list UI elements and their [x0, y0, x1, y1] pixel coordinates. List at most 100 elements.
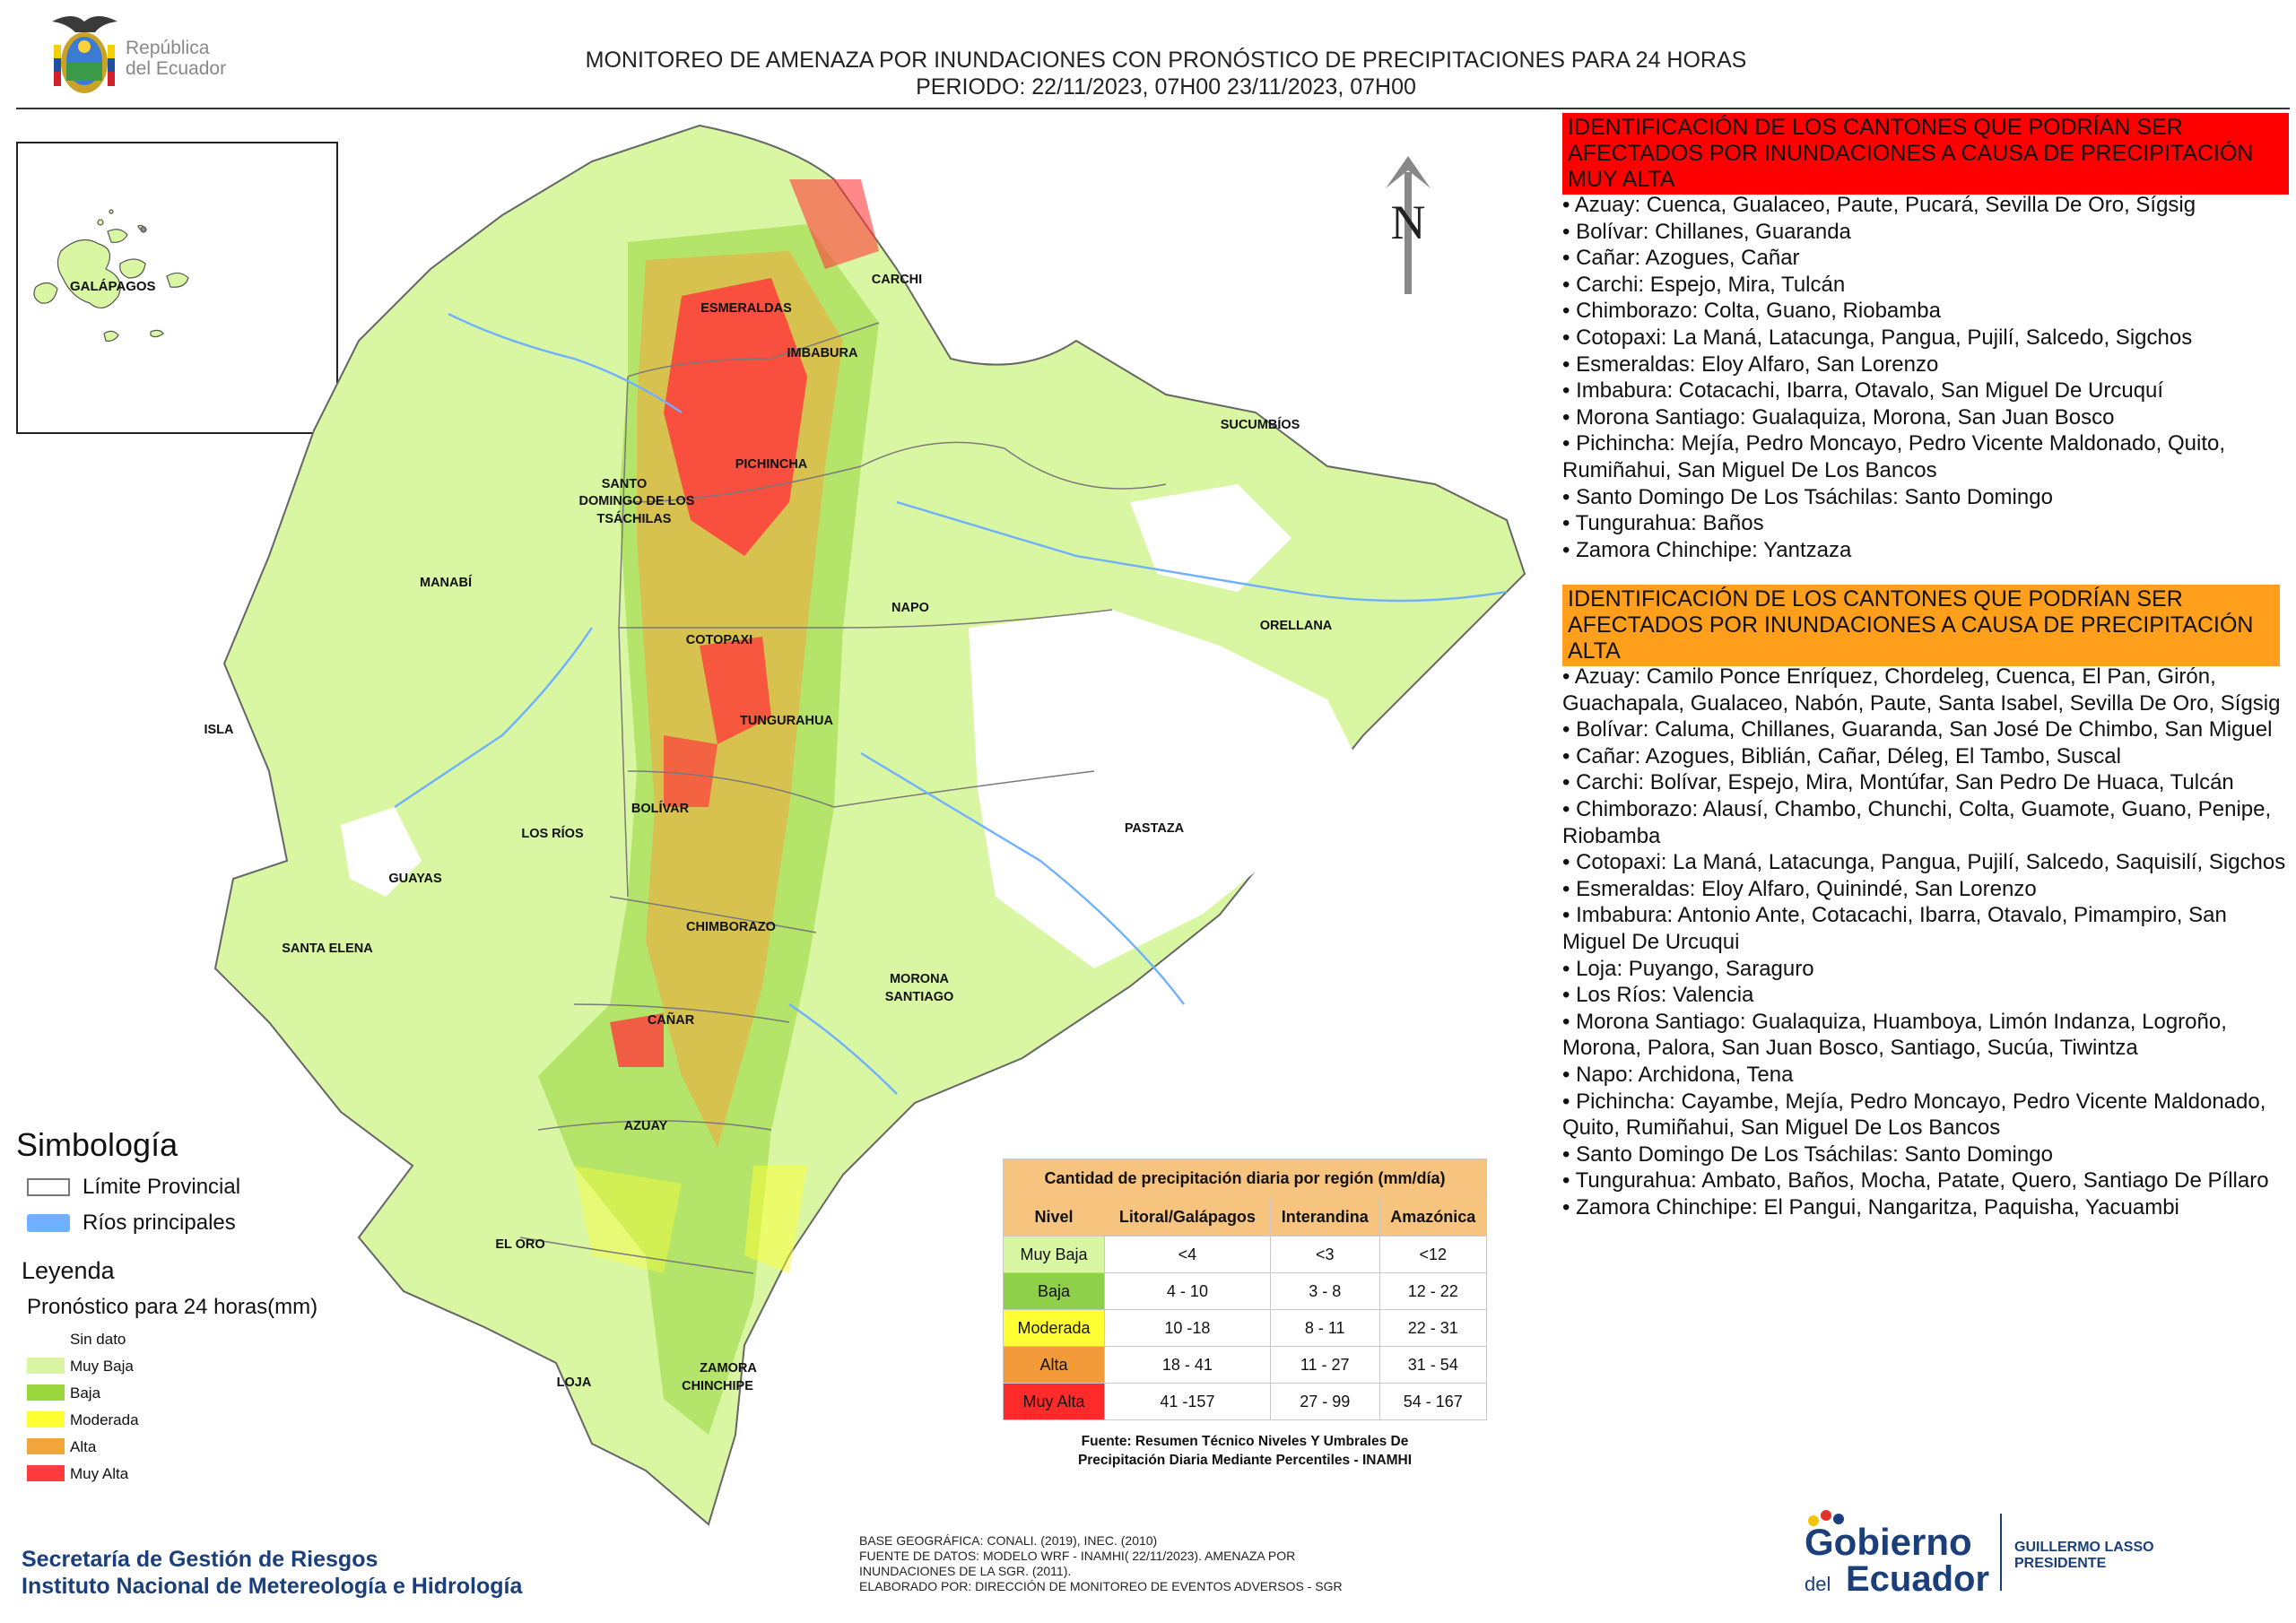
list-item: • Tungurahua: Ambato, Baños, Mocha, Pata… [1562, 1168, 2269, 1193]
san-cristobal-island [166, 272, 189, 288]
river-guayas [394, 627, 593, 808]
gobierno-logo-icon [1808, 1510, 1844, 1526]
map-title-line1: MONITOREO DE AMENAZA POR INUNDACIONES CO… [585, 48, 1747, 73]
list-item: • Napo: Archidona, Tena [1562, 1062, 1794, 1087]
very-high-core-bolivar [664, 735, 718, 807]
isabela-island [57, 239, 121, 309]
list-item: • Chimborazo: Alausí, Chambo, Chunchi, C… [1562, 796, 2272, 848]
legend-label-muy-alta: Muy Alta [70, 1465, 129, 1482]
brand-line2: del Ecuador [126, 58, 226, 79]
list-item: • Cañar: Azogues, Biblián, Cañar, Déleg,… [1562, 743, 2121, 768]
list-item: • Azuay: Camilo Ponce Enríquez, Chordele… [1562, 664, 2281, 716]
table-header: Amazónica [1378, 1197, 1488, 1237]
table-title: Cantidad de precipitación diaria por reg… [1003, 1159, 1487, 1198]
table-source-line1: Fuente: Resumen Técnico Niveles Y Umbral… [1081, 1434, 1409, 1449]
table-level-cell: Baja [1003, 1272, 1105, 1310]
espanola-island [150, 329, 164, 338]
list-item: • Pichincha: Mejía, Pedro Moncayo, Pedro… [1562, 431, 2226, 482]
floreana-island [103, 330, 119, 342]
list-item: • Cotopaxi: La Maná, Latacunga, Pangua, … [1562, 325, 2193, 350]
forecast-title: Pronóstico para 24 horas(mm) [27, 1295, 318, 1319]
label-napo: NAPO [891, 601, 929, 615]
table-row: Moderada 10 -18 8 - 11 22 - 31 [1003, 1309, 1488, 1347]
rivers-swatch [27, 1214, 70, 1232]
list-item: • Esmeraldas: Eloy Alfaro, San Lorenzo [1562, 352, 1939, 377]
gob-line2: del [1805, 1573, 1831, 1595]
label-tungurahua: TUNGURAHUA [740, 714, 833, 728]
list-item: • Azuay: Cuenca, Gualaceo, Paute, Pucará… [1562, 193, 2196, 217]
legend-title: Leyenda [22, 1257, 115, 1284]
table-level-cell: Muy Alta [1003, 1383, 1105, 1420]
table-cell: 12 - 22 [1378, 1272, 1488, 1310]
galapagos-inset-map: GALÁPAGOS [16, 142, 338, 434]
legend-label-muy-baja: Muy Baja [70, 1358, 134, 1375]
label-carchi: CARCHI [872, 273, 922, 287]
label-orellana: ORELLANA [1260, 619, 1333, 633]
provincial-boundaries [519, 322, 1167, 1274]
label-morona-2: SANTIAGO [885, 990, 954, 1004]
map-period-line: PERIODO: 22/11/2023, 07H00 23/11/2023, 0… [916, 74, 1416, 100]
president-title: PRESIDENTE [2014, 1556, 2107, 1571]
table-row: Alta 18 - 41 11 - 27 31 - 54 [1003, 1346, 1488, 1384]
list-item: • Zamora Chinchipe: Yantzaza [1562, 537, 1852, 562]
table-level-cell: Alta [1003, 1346, 1105, 1384]
legend-label-sin-dato: Sin dato [70, 1331, 126, 1348]
credit-line: INUNDACIONES DE LA SGR. (2011). [859, 1564, 1072, 1578]
north-label: N [1391, 195, 1426, 249]
very-high-heading: IDENTIFICACIÓN DE LOS CANTONES QUE PODRÍ… [1562, 113, 2289, 195]
very-high-canton-list: • Azuay: Cuenca, Gualaceo, Paute, Pucará… [1562, 192, 2291, 563]
table-cell: 27 - 99 [1269, 1383, 1380, 1420]
table-header: Interandina [1269, 1197, 1380, 1237]
list-item: • Carchi: Bolívar, Espejo, Mira, Montúfa… [1562, 770, 2234, 795]
org-inamhi: Instituto Nacional de Metereología e Hid… [22, 1574, 523, 1599]
list-item: • Los Ríos: Valencia [1562, 983, 1754, 1008]
gobierno-del-ecuador-logo: Gobierno del Ecuador GUILLERMO LASSO PRE… [1805, 1510, 2154, 1598]
label-guayas: GUAYAS [388, 872, 442, 886]
north-arrow-icon: N [1386, 156, 1431, 294]
santiago-island [107, 229, 128, 243]
label-pastaza: PASTAZA [1125, 821, 1185, 836]
label-santo-domingo-2: DOMINGO DE LOS [579, 494, 695, 508]
org-sgr: Secretaría de Gestión de Riesgos [22, 1547, 378, 1572]
list-item: • Cotopaxi: La Maná, Latacunga, Pangua, … [1562, 850, 2286, 875]
high-canton-list: • Azuay: Camilo Ponce Enríquez, Chordele… [1562, 664, 2291, 1220]
table-cell: <4 [1104, 1236, 1271, 1273]
legend-label-baja: Baja [70, 1384, 101, 1402]
label-manabi: MANABÍ [420, 575, 473, 590]
legend-swatch-baja [27, 1384, 65, 1401]
list-item: • Chimborazo: Colta, Guano, Riobamba [1562, 299, 1941, 324]
list-item: • Santo Domingo De Los Tsáchilas: Santo … [1562, 484, 2053, 509]
legend-swatch-muy-alta [27, 1465, 65, 1481]
table-cell: 18 - 41 [1104, 1346, 1271, 1384]
table-cell: 8 - 11 [1269, 1309, 1380, 1347]
list-item: • Imbabura: Cotacachi, Ibarra, Otavalo, … [1562, 378, 2164, 404]
list-item: • Morona Santiago: Gualaquiza, Huamboya,… [1562, 1009, 2227, 1061]
main-rivers [394, 312, 1508, 1095]
ecuador-outline [213, 124, 1526, 1526]
list-item: • Esmeraldas: Eloy Alfaro, Quinindé, San… [1562, 876, 2037, 901]
list-item: • Zamora Chinchipe: El Pangui, Nangaritz… [1562, 1194, 2179, 1219]
map-title: MONITOREO DE AMENAZA POR INUNDACIONES CO… [377, 47, 1955, 100]
label-pichincha: PICHINCHA [735, 457, 808, 472]
list-item: • Santo Domingo De Los Tsáchilas: Santo … [1562, 1141, 2053, 1167]
credit-line: BASE GEOGRÁFICA: CONALI. (2019), INEC. (… [859, 1533, 1158, 1548]
label-morona-1: MORONA [890, 972, 950, 986]
very-high-core-cotopaxi [700, 637, 771, 744]
santa-cruz-island [119, 258, 146, 279]
credit-line: ELABORADO POR: DIRECCIÓN DE MONITOREO DE… [859, 1579, 1343, 1593]
table-cell: 22 - 31 [1378, 1309, 1488, 1347]
table-level-cell: Moderada [1003, 1309, 1105, 1347]
high-precipitation-band [538, 179, 879, 1435]
table-cell: 4 - 10 [1104, 1272, 1271, 1310]
no-data-guayas [341, 807, 422, 897]
ecuador-coat-of-arms-logo: República del Ecuador [52, 16, 226, 93]
list-item: • Imbabura: Antonio Ante, Cotacachi, Iba… [1562, 903, 2227, 954]
table-header: Nivel [1003, 1197, 1105, 1237]
provincial-limit-label: Límite Provincial [83, 1175, 241, 1199]
label-loja: LOJA [557, 1376, 592, 1390]
river-napo [896, 500, 1508, 603]
gob-line1: Gobierno [1805, 1521, 1972, 1563]
label-zamora-2: CHINCHIPE [682, 1379, 753, 1393]
precipitation-threshold-table: Cantidad de precipitación diaria por reg… [1003, 1159, 1488, 1420]
table-cell: 10 -18 [1104, 1309, 1271, 1347]
